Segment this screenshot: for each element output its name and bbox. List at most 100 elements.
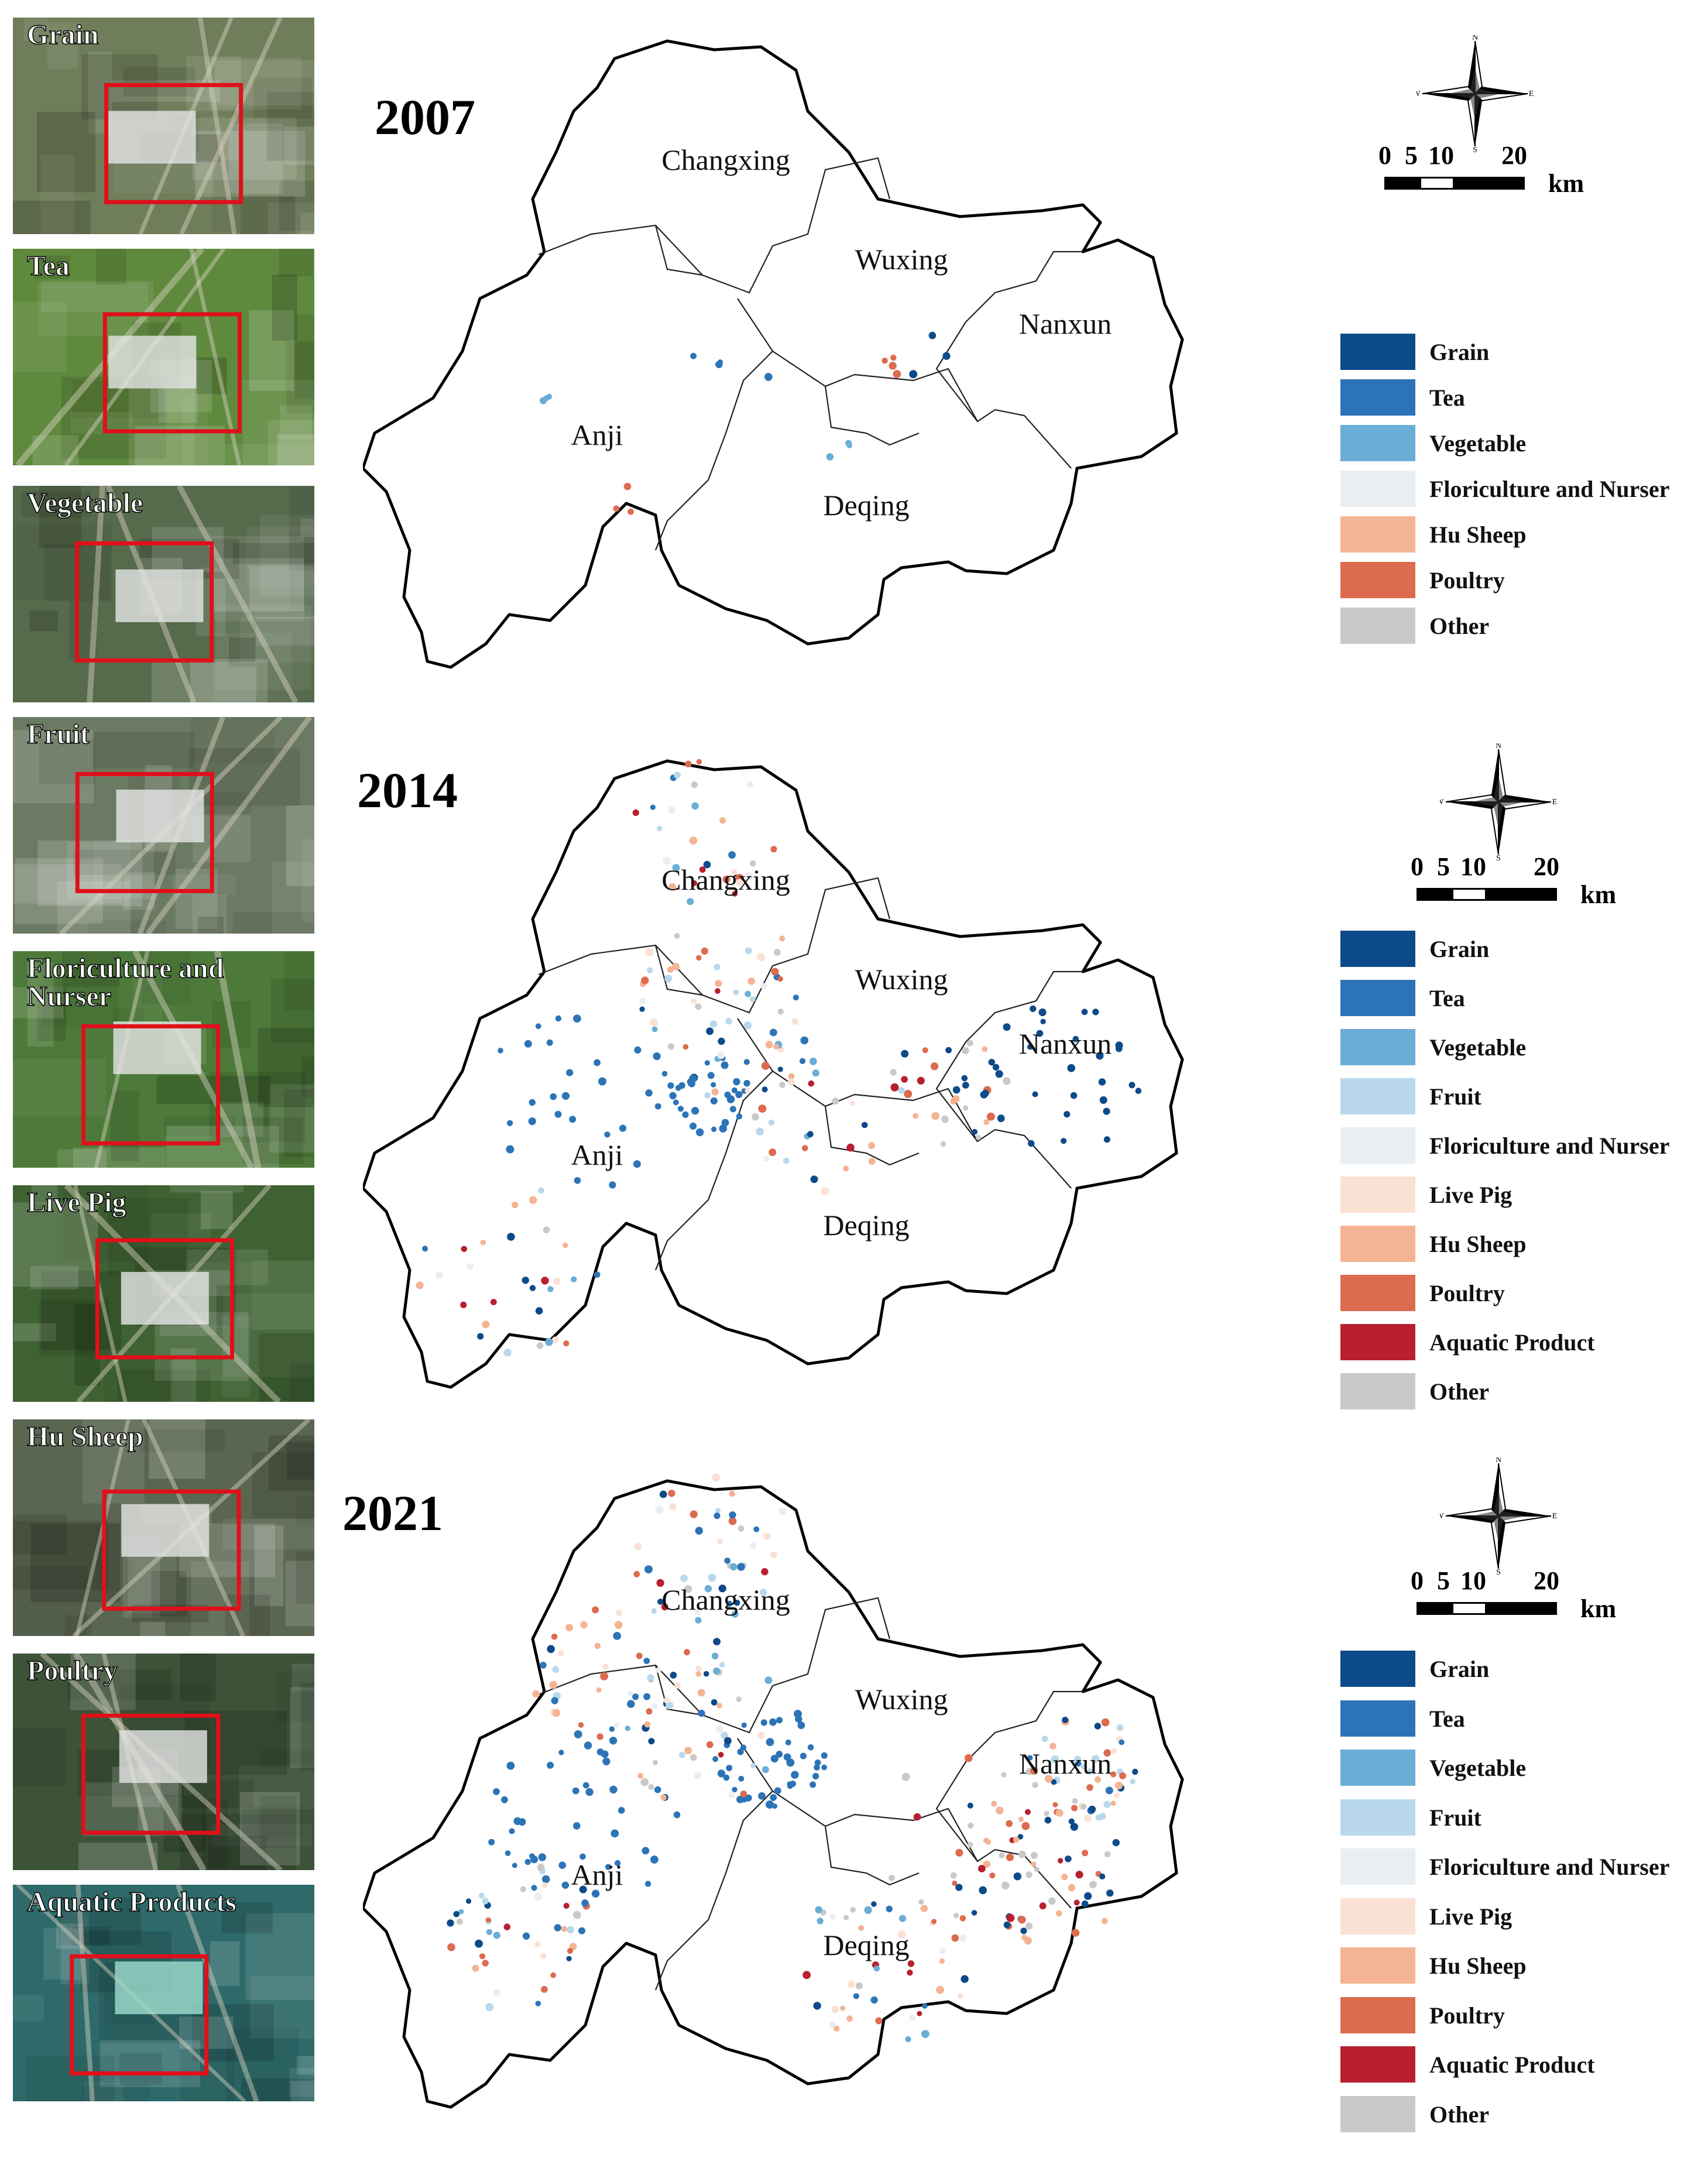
farm-point bbox=[571, 1276, 577, 1282]
farm-point bbox=[975, 1134, 981, 1140]
farm-point bbox=[713, 1638, 721, 1645]
farm-point bbox=[725, 1018, 732, 1025]
farm-point bbox=[1096, 1052, 1104, 1060]
farm-point bbox=[552, 1666, 560, 1673]
farm-point bbox=[512, 1862, 517, 1868]
district-boundary bbox=[737, 1738, 1072, 1909]
farm-point bbox=[479, 1953, 486, 1960]
farm-point bbox=[995, 1070, 1003, 1078]
legend-label: Fruit bbox=[1429, 1804, 1481, 1831]
farm-point bbox=[971, 1910, 978, 1916]
farm-point bbox=[1112, 1838, 1120, 1847]
farm-point bbox=[667, 966, 674, 973]
farm-point bbox=[592, 1606, 599, 1614]
region-label-wuxing: Wuxing bbox=[855, 243, 948, 276]
farm-point bbox=[719, 817, 726, 824]
farm-point bbox=[758, 1104, 767, 1113]
farm-point bbox=[996, 1806, 1004, 1814]
farm-point bbox=[966, 1040, 973, 1047]
legend-item: Vegetable bbox=[1340, 1750, 1708, 1788]
farm-point bbox=[729, 1511, 736, 1519]
farm-point bbox=[552, 1709, 561, 1717]
farm-point bbox=[636, 1652, 643, 1659]
farm-point bbox=[770, 1551, 777, 1559]
farm-point bbox=[737, 1563, 745, 1571]
farm-point bbox=[1041, 1735, 1048, 1742]
farm-point bbox=[1061, 1138, 1067, 1144]
farm-point bbox=[714, 963, 721, 970]
farm-point bbox=[435, 1271, 443, 1279]
farm-point bbox=[604, 1131, 611, 1138]
farm-point bbox=[777, 1009, 784, 1015]
farm-point bbox=[619, 1124, 627, 1132]
legend-swatch bbox=[1340, 980, 1415, 1016]
farm-point bbox=[639, 1006, 645, 1012]
farm-point bbox=[477, 1333, 484, 1340]
satellite-thumbnail: Tea bbox=[13, 249, 314, 465]
farm-point bbox=[855, 1982, 863, 1990]
scale-tick-label: 20 bbox=[1501, 141, 1527, 170]
farm-point bbox=[422, 1246, 428, 1252]
farm-point bbox=[978, 1865, 986, 1872]
satellite-thumbnail: Live Pig bbox=[13, 1185, 314, 1402]
farm-point bbox=[783, 1158, 790, 1164]
farm-point bbox=[691, 781, 698, 788]
farm-point bbox=[609, 1737, 618, 1745]
farm-point bbox=[1027, 1044, 1033, 1050]
legend-item: Poultry bbox=[1340, 1275, 1708, 1313]
farm-point bbox=[760, 1719, 767, 1726]
farm-point bbox=[1119, 1739, 1124, 1745]
county-outline bbox=[361, 1479, 1184, 2109]
farm-point bbox=[733, 989, 739, 996]
farm-point bbox=[722, 875, 730, 883]
farm-point bbox=[563, 1340, 570, 1347]
farm-point bbox=[717, 1051, 725, 1059]
farm-point bbox=[764, 1676, 773, 1685]
farm-point bbox=[709, 1020, 718, 1028]
farm-point bbox=[1099, 1813, 1106, 1820]
farm-point bbox=[512, 1201, 519, 1209]
farm-point bbox=[651, 1026, 658, 1033]
farm-point bbox=[1087, 1768, 1093, 1775]
farm-point bbox=[776, 1717, 783, 1724]
farm-point bbox=[752, 1113, 759, 1121]
legend-swatch bbox=[1340, 379, 1415, 416]
thumbnail-label: Floriculture and Nurser bbox=[26, 953, 224, 1012]
farm-point bbox=[950, 1872, 957, 1879]
farm-point bbox=[1006, 1914, 1015, 1922]
farm-point bbox=[558, 1861, 566, 1869]
legend-item: Floriculture and Nurser bbox=[1340, 1848, 1708, 1887]
farm-point bbox=[503, 1923, 510, 1930]
compass-letter: S bbox=[1496, 854, 1501, 860]
farm-point bbox=[917, 1076, 925, 1085]
farm-point bbox=[813, 2002, 821, 2010]
farm-point bbox=[1071, 1805, 1078, 1812]
farm-point bbox=[719, 1124, 728, 1133]
farm-point bbox=[1018, 1850, 1026, 1858]
farm-point bbox=[1034, 1867, 1040, 1872]
farm-point bbox=[791, 1771, 799, 1779]
farm-point bbox=[664, 975, 673, 983]
farm-point bbox=[939, 1958, 945, 1964]
legend-swatch bbox=[1340, 562, 1415, 598]
farm-point bbox=[762, 1086, 768, 1093]
farm-point bbox=[660, 1794, 667, 1801]
farm-point bbox=[1061, 1874, 1068, 1881]
farm-point bbox=[689, 836, 698, 845]
legend-item: Aquatic Product bbox=[1340, 2046, 1708, 2085]
farm-point bbox=[817, 1918, 824, 1925]
farm-point bbox=[898, 1930, 906, 1939]
farm-point bbox=[650, 804, 656, 810]
farm-point bbox=[982, 1046, 987, 1052]
farm-point bbox=[524, 1858, 531, 1865]
farm-point bbox=[594, 1271, 601, 1278]
farm-point bbox=[563, 1902, 570, 1909]
legend-item: Grain bbox=[1340, 1651, 1708, 1689]
farm-point bbox=[655, 1667, 661, 1673]
farm-point bbox=[741, 1722, 747, 1728]
legend-item: Floriculture and Nurser bbox=[1340, 1127, 1708, 1166]
farm-point bbox=[1003, 1921, 1011, 1929]
map-svg: Changxing Wuxing Nanxun Anji Deqing bbox=[361, 759, 1184, 1389]
satellite-thumbnail: Fruit bbox=[13, 717, 314, 934]
farm-point bbox=[979, 1886, 987, 1895]
